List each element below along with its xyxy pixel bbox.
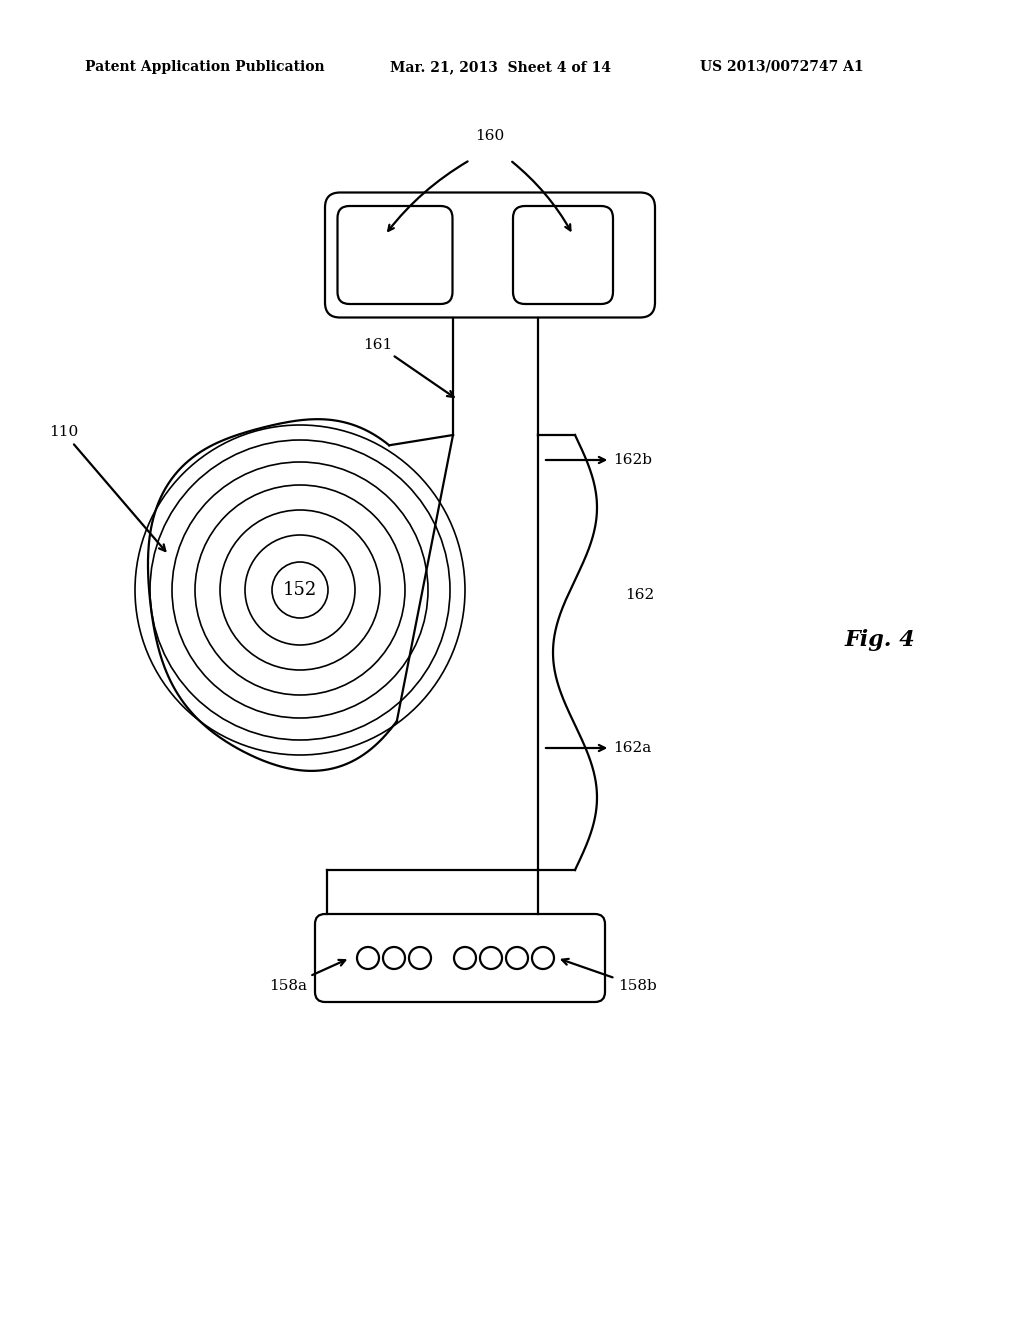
Text: 110: 110 — [49, 425, 165, 550]
FancyBboxPatch shape — [513, 206, 613, 304]
Text: 158b: 158b — [562, 958, 656, 993]
FancyBboxPatch shape — [338, 206, 453, 304]
Text: 162b: 162b — [546, 453, 652, 467]
Text: 161: 161 — [364, 338, 454, 397]
Text: US 2013/0072747 A1: US 2013/0072747 A1 — [700, 59, 863, 74]
Text: 162: 162 — [625, 587, 654, 602]
Text: Patent Application Publication: Patent Application Publication — [85, 59, 325, 74]
Text: Mar. 21, 2013  Sheet 4 of 14: Mar. 21, 2013 Sheet 4 of 14 — [390, 59, 611, 74]
Text: 158a: 158a — [269, 960, 345, 993]
Text: 160: 160 — [475, 129, 505, 143]
Text: 162a: 162a — [546, 741, 651, 755]
Text: 152: 152 — [283, 581, 317, 599]
Text: Fig. 4: Fig. 4 — [845, 630, 915, 651]
